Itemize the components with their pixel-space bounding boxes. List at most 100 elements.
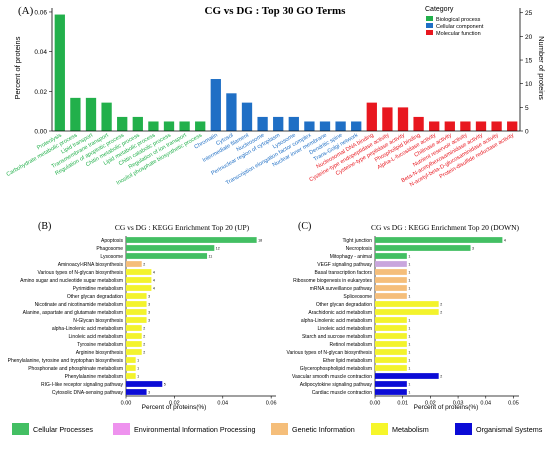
kegg-up-category-label: Pyrimidine metabolism [73, 286, 123, 292]
go-legend-title: Category [425, 6, 454, 13]
kegg-down-panel: (C) CG vs DG : KEGG Enrichment Top 20 (D… [286, 221, 519, 411]
go-bar [273, 116, 284, 131]
go-bar [397, 107, 409, 131]
kegg-down-bar [375, 285, 407, 291]
go-y2-tick-label: 10 [525, 81, 533, 88]
kegg-up-category-label: Phenylalanine metabolism [65, 374, 123, 380]
kegg-down-category-label: Spliceosome [343, 294, 372, 300]
kegg-down-category-label: Linoleic acid metabolism [318, 326, 372, 332]
kegg-down-bar [375, 317, 407, 323]
go-y-ticks: 0.00 0.02 0.04 0.06 [34, 9, 52, 136]
kegg-up-bar [126, 365, 136, 371]
kegg-up-category-label: Phagosome [96, 246, 123, 252]
kegg-down-bar-label: 1 [408, 351, 410, 355]
kegg-up-bar [126, 357, 136, 363]
go-y-tick-label: 0.02 [34, 89, 47, 96]
go-legend-swatch [426, 16, 433, 21]
go-chart-title: CG vs DG : Top 30 GO Terms [205, 5, 347, 17]
kegg-up-x-tick-label: 0.02 [169, 401, 180, 407]
go-bar [288, 116, 299, 131]
kegg-down-x-tick-label: 0.05 [508, 401, 519, 407]
kegg-down-bar [375, 277, 407, 283]
kegg-down-bar-label: 1 [408, 295, 410, 299]
kegg-down-bar-label: 1 [408, 287, 410, 291]
go-y2-tick-label: 0 [525, 129, 529, 136]
kegg-down-bar-label: 2 [440, 303, 442, 307]
kegg-down-bar [375, 325, 407, 331]
kegg-legend-label: Environmental Information Processing [134, 425, 255, 434]
kegg-up-bar [126, 309, 147, 315]
kegg-down-bar-label: 1 [408, 319, 410, 323]
go-bar [148, 121, 159, 131]
go-bar [163, 121, 175, 131]
kegg-up-bar [126, 245, 215, 251]
kegg-down-category-label: alpha-Linolenic acid metabolism [301, 318, 372, 324]
kegg-down-category-label: Tight junction [342, 238, 372, 244]
go-bar [85, 97, 97, 131]
kegg-down-category-label: Ribosome biogenesis in eukaryotes [293, 278, 372, 284]
kegg-up-bar-label: 2 [143, 327, 145, 331]
kegg-up-bar-label: 3 [148, 295, 150, 299]
kegg-up-bar [126, 293, 147, 299]
kegg-down-category-label: VEGF signaling pathway [317, 262, 372, 268]
kegg-down-category-label: Ether lipid metabolism [323, 358, 372, 364]
kegg-up-bar-label: 18 [258, 239, 262, 243]
kegg-up-category-label: Various types of N-glycan biosynthesis [37, 270, 123, 276]
kegg-up-category-label: Phenylalanine, tyrosine and tryptophan b… [8, 358, 124, 364]
kegg-up-bar [126, 301, 147, 307]
kegg-up-bar-label: 11 [209, 255, 213, 259]
kegg-down-bar [375, 333, 407, 339]
kegg-up-category-label: Lysosome [100, 254, 123, 260]
kegg-down-bar-label: 1 [408, 271, 410, 275]
go-y2-tick-label: 5 [525, 105, 529, 112]
kegg-up-category-label: Phosphonate and phosphinate metabolism [28, 366, 123, 372]
kegg-up-category-label: Apoptosis [101, 238, 123, 244]
kegg-up-bar [126, 381, 163, 387]
go-bar [117, 116, 128, 131]
kegg-up-category-label: Other glycan degradation [67, 294, 123, 300]
go-y2-tick-label: 20 [525, 34, 533, 41]
go-bar [475, 121, 487, 131]
go-legend-label: Cellular component [436, 24, 484, 30]
kegg-down-category-label: Glycerophospholipid metabolism [300, 366, 372, 372]
go-legend-swatch [426, 23, 433, 28]
kegg-down-bar [375, 309, 439, 315]
go-bar [70, 97, 81, 131]
kegg-down-bar-label: 1 [408, 255, 410, 259]
kegg-up-bar [126, 325, 142, 331]
kegg-up-bar [126, 269, 152, 275]
go-legend-label: Biological process [436, 17, 481, 23]
go-bar [195, 121, 206, 131]
kegg-up-x-axis-label: Percent of proteins(%) [142, 404, 207, 411]
go-y2-axis-label: Number of proteins [537, 36, 546, 100]
kegg-down-x-tick-label: 0.00 [370, 401, 381, 407]
kegg-down-category-label: Retinol metabolism [329, 342, 372, 348]
kegg-up-x-tick-label: 0.06 [266, 401, 277, 407]
kegg-down-bar-label: 1 [408, 279, 410, 283]
kegg-up-bar-label: 5 [164, 383, 166, 387]
go-bar [491, 121, 502, 131]
kegg-down-bar-label: 3 [472, 247, 474, 251]
kegg-down-bar [375, 245, 471, 251]
kegg-down-plot: Tight junction 4 Necroptosis 3 Mitophagy - a… [286, 236, 519, 407]
kegg-up-category-label: Aminoacyl-tRNA biosynthesis [58, 262, 124, 268]
go-legend-swatch [426, 30, 433, 35]
kegg-legend-label: Genetic Information [292, 425, 355, 434]
kegg-down-bar-label: 1 [408, 383, 410, 387]
kegg-down-bar [375, 373, 439, 379]
kegg-down-category-label: Various types of N-glycan biosynthesis [286, 350, 372, 356]
kegg-up-bar-label: 2 [143, 351, 145, 355]
kegg-down-category-label: Other glycan degradation [316, 302, 372, 308]
kegg-down-category-label: Necroptosis [346, 246, 373, 252]
go-y2-tick-label: 25 [525, 10, 533, 17]
kegg-up-category-label: Linoleic acid metabolism [69, 334, 123, 340]
kegg-up-bar-label: 2 [143, 335, 145, 339]
kegg-down-bar [375, 341, 407, 347]
go-bar [366, 102, 377, 131]
kegg-down-category-label: Cardiac muscle contraction [312, 390, 373, 396]
kegg-up-category-label: N-Glycan biosynthesis [73, 318, 123, 324]
kegg-down-bar [375, 357, 407, 363]
kegg-down-title: CG vs DG : KEGG Enrichment Top 20 (DOWN) [371, 223, 520, 232]
